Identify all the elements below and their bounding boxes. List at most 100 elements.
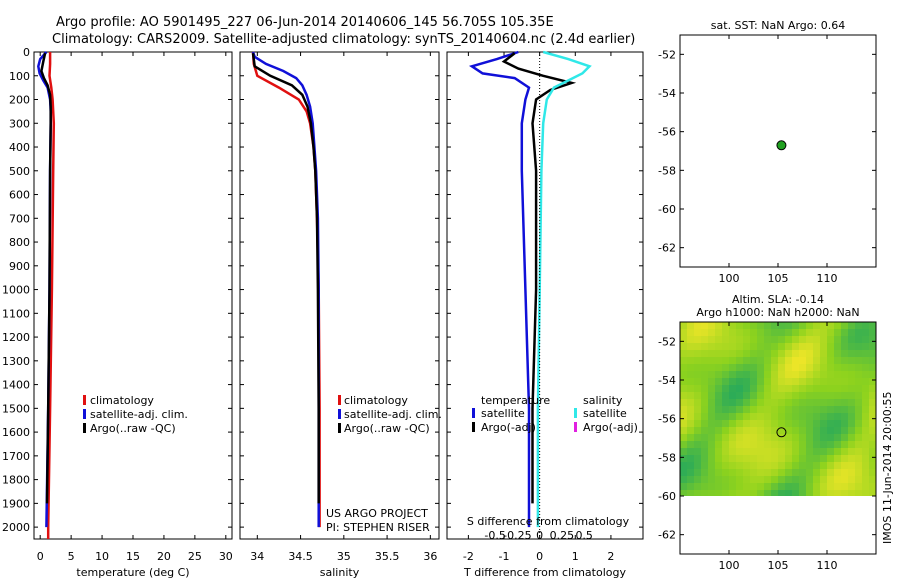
- sla-heatmap-cell: [827, 350, 834, 357]
- sla-heatmap-cell: [792, 336, 799, 343]
- salinity-xtick-label: 34: [250, 550, 264, 563]
- sla-heatmap-cell: [736, 357, 743, 364]
- sla-heatmap-cell: [792, 420, 799, 427]
- sla-heatmap-cell: [708, 483, 715, 490]
- sla-heatmap-cell: [729, 420, 736, 427]
- sla-heatmap-cell: [687, 434, 694, 441]
- sla-heatmap-cell: [771, 322, 778, 329]
- temperature-legend-swatch: [83, 395, 86, 405]
- salinity-legend-swatch: [338, 395, 341, 405]
- sla-heatmap-cell: [764, 364, 771, 371]
- sla-heatmap-cell: [792, 490, 799, 496]
- sla-heatmap-cell: [799, 476, 806, 483]
- sla-heatmap-cell: [862, 385, 869, 392]
- sla-heatmap-cell: [701, 329, 708, 336]
- sla-heatmap-cell: [715, 427, 722, 434]
- sla-heatmap-cell: [715, 329, 722, 336]
- sla-heatmap-cell: [792, 378, 799, 385]
- depth-tick-label: 1500: [2, 402, 30, 415]
- sla-heatmap-cell: [729, 322, 736, 329]
- sla-heatmap-cell: [820, 427, 827, 434]
- sla-heatmap-cell: [806, 364, 813, 371]
- sla-heatmap-cell: [694, 392, 701, 399]
- sla-heatmap-cell: [743, 371, 750, 378]
- sla-heatmap-cell: [743, 357, 750, 364]
- sla-heatmap-cell: [715, 350, 722, 357]
- sla-heatmap-cell: [813, 350, 820, 357]
- sla-heatmap-cell: [862, 476, 869, 483]
- sla-heatmap-cell: [785, 490, 792, 496]
- sla-heatmap-cell: [799, 322, 806, 329]
- sla-heatmap-cell: [855, 350, 862, 357]
- sla-heatmap-cell: [701, 357, 708, 364]
- sla-heatmap-cell: [722, 490, 729, 496]
- sla-heatmap-cell: [680, 427, 687, 434]
- sla-heatmap-cell: [715, 343, 722, 350]
- sla-heatmap-cell: [715, 378, 722, 385]
- sla-heatmap-cell: [862, 483, 869, 490]
- diff-legend-swatch: [472, 408, 475, 418]
- sla-heatmap-cell: [862, 399, 869, 406]
- sla-heatmap-cell: [680, 378, 687, 385]
- sla-heatmap-cell: [841, 441, 848, 448]
- sla-heatmap-cell: [701, 385, 708, 392]
- sla-heatmap-cell: [736, 399, 743, 406]
- difference-top-tick-label: -0.25: [503, 529, 531, 542]
- sla-heatmap-cell: [708, 392, 715, 399]
- temperature-series-line: [40, 52, 52, 504]
- temperature-legend-swatch: [83, 423, 86, 433]
- sla-heatmap-cell: [757, 490, 764, 496]
- sla-heatmap-cell: [708, 343, 715, 350]
- sla-heatmap-cell: [771, 434, 778, 441]
- sla-heatmap-cell: [743, 455, 750, 462]
- sla-heatmap-cell: [729, 490, 736, 496]
- sla-heatmap-cell: [764, 427, 771, 434]
- sla-heatmap-cell: [778, 364, 785, 371]
- sla-heatmap-cell: [722, 357, 729, 364]
- sla-heatmap-cell: [813, 441, 820, 448]
- sla-heatmap-cell: [799, 427, 806, 434]
- sla-heatmap-cell: [820, 378, 827, 385]
- sla-heatmap-cell: [792, 364, 799, 371]
- sla-heatmap-cell: [708, 350, 715, 357]
- sla-heatmap-cell: [729, 392, 736, 399]
- sla-heatmap-cell: [771, 420, 778, 427]
- sla-heatmap-cell: [715, 434, 722, 441]
- sla-heatmap-cell: [757, 364, 764, 371]
- sla-heatmap-cell: [757, 399, 764, 406]
- sla-heatmap-cell: [792, 462, 799, 469]
- sla-heatmap-cell: [729, 343, 736, 350]
- sla-heatmap-cell: [834, 483, 841, 490]
- sla-heatmap-cell: [743, 462, 750, 469]
- sla-heatmap-cell: [722, 350, 729, 357]
- sla-heatmap-cell: [841, 427, 848, 434]
- sla-heatmap-cell: [743, 469, 750, 476]
- sla-heatmap-cell: [771, 448, 778, 455]
- sla-heatmap-cell: [827, 329, 834, 336]
- sla-heatmap-cell: [743, 448, 750, 455]
- sla-heatmap-cell: [701, 350, 708, 357]
- sla-heatmap-cell: [834, 476, 841, 483]
- sla-heatmap-cell: [701, 406, 708, 413]
- sla-heatmap-cell: [757, 357, 764, 364]
- sst_map-xtick-label: 110: [817, 272, 838, 285]
- sla-heatmap-cell: [813, 483, 820, 490]
- sla-heatmap-cell: [680, 329, 687, 336]
- diff-legend-temp-argo: Argo(-adj): [481, 421, 536, 434]
- sla-heatmap-cell: [687, 483, 694, 490]
- sla-heatmap-cell: [792, 441, 799, 448]
- sla-heatmap-cell: [750, 455, 757, 462]
- sla-heatmap-cell: [778, 462, 785, 469]
- sla-heatmap-cell: [701, 455, 708, 462]
- sla-heatmap-cell: [841, 476, 848, 483]
- sla-heatmap-cell: [715, 399, 722, 406]
- temperature-legend-swatch: [83, 409, 86, 419]
- sla-heatmap-cell: [827, 385, 834, 392]
- sla-heatmap-cell: [869, 357, 876, 364]
- diff-legend-temp-title: temperature: [481, 394, 550, 407]
- sla-heatmap-cell: [729, 448, 736, 455]
- sla-heatmap-cell: [820, 483, 827, 490]
- sla-heatmap-cell: [834, 441, 841, 448]
- sla-heatmap-cell: [862, 329, 869, 336]
